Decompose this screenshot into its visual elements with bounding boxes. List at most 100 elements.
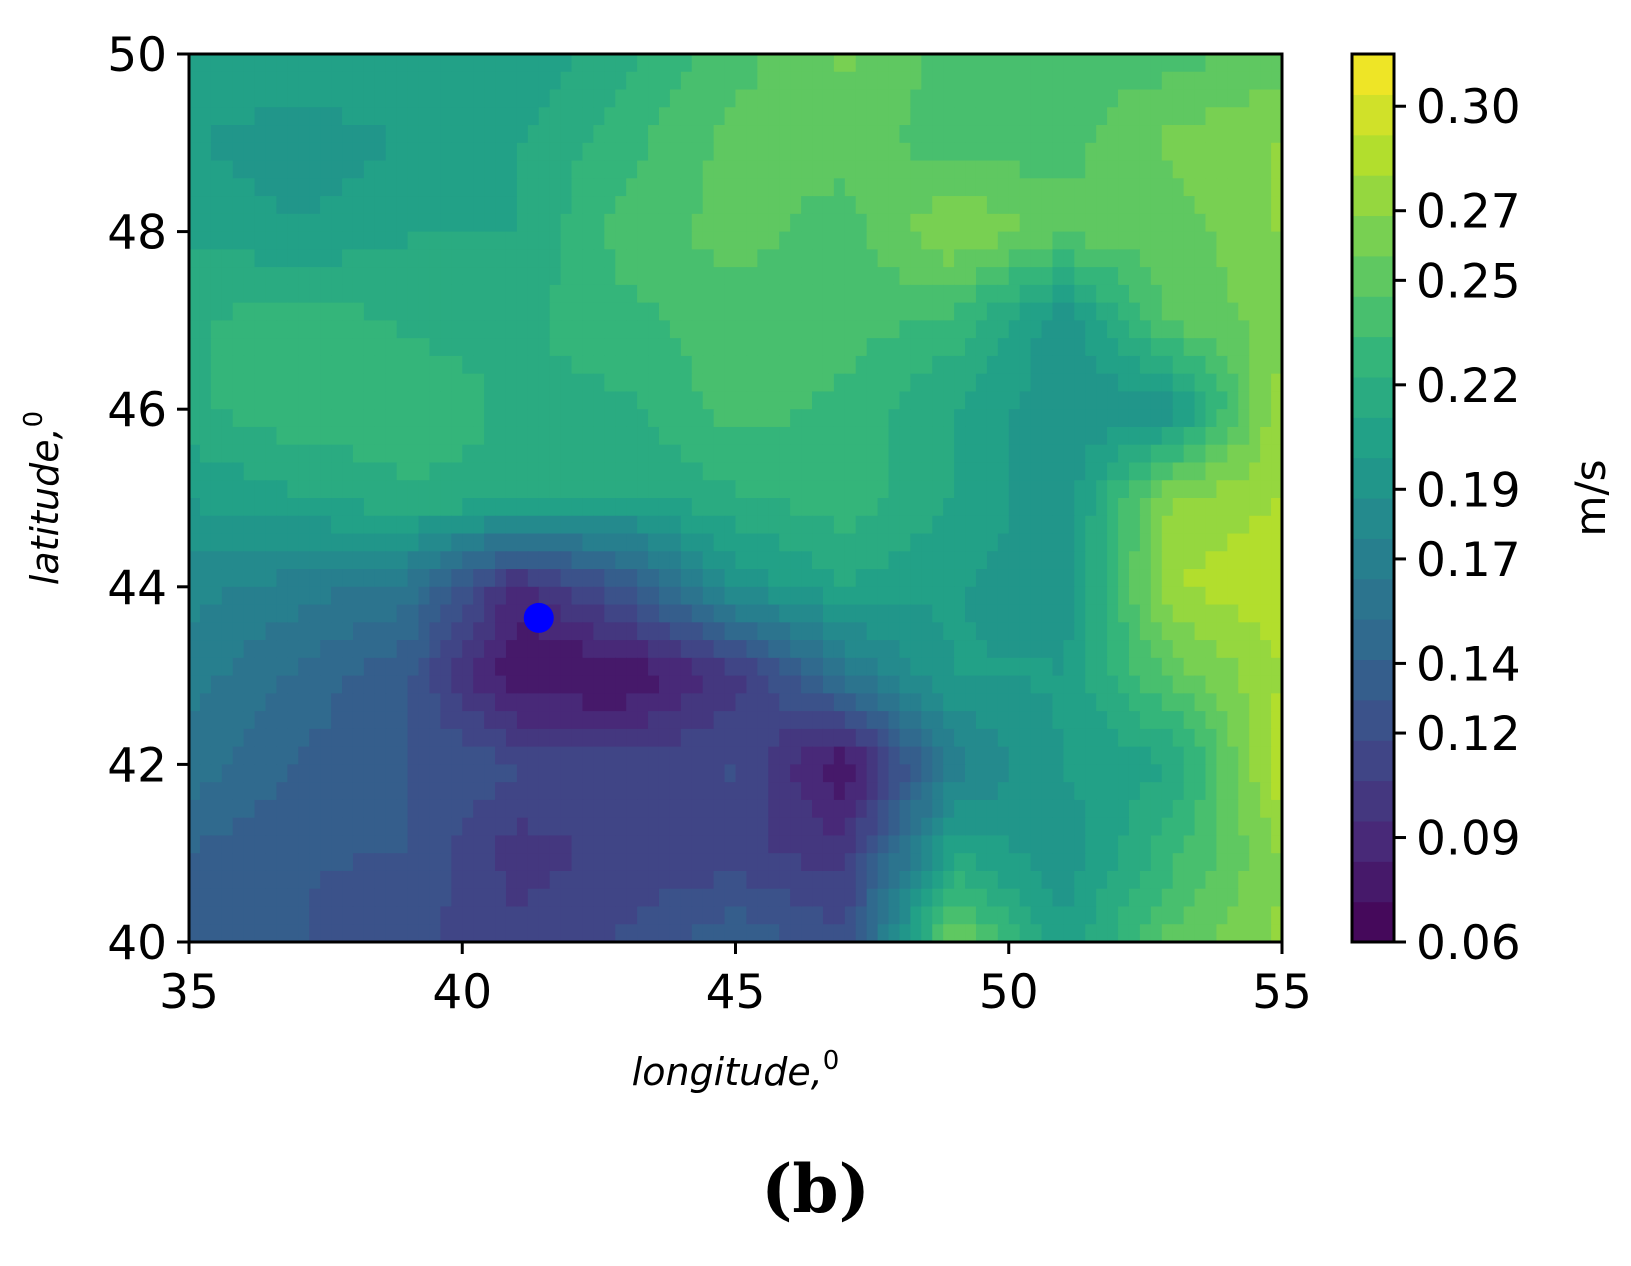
contour-cell (1161, 267, 1174, 286)
contour-cell (932, 604, 944, 623)
contour-cell (407, 835, 420, 854)
contour-cell (363, 267, 376, 286)
contour-cell (877, 799, 890, 819)
contour-cell (658, 373, 671, 393)
contour-cell (396, 835, 409, 854)
contour-cell (888, 409, 901, 428)
contour-cell (309, 231, 321, 250)
contour-cell (484, 284, 496, 304)
contour-cell (724, 284, 737, 304)
contour-cell (199, 142, 212, 162)
contour-cell (746, 906, 758, 925)
contour-cell (1030, 320, 1043, 339)
contour-cell (309, 107, 321, 126)
contour-cell (986, 906, 999, 925)
contour-cell (1052, 213, 1064, 233)
contour-cell (637, 888, 649, 908)
contour-cell (975, 586, 988, 606)
contour-cell (429, 355, 441, 375)
contour-cell (538, 498, 551, 517)
contour-cell (1085, 54, 1097, 73)
contour-cell (1019, 71, 1032, 91)
contour-cell (604, 586, 616, 606)
contour-cell (352, 320, 365, 339)
contour-cell (1161, 125, 1174, 144)
contour-cell (975, 782, 988, 801)
contour-cell (462, 870, 474, 890)
contour-cell (1183, 622, 1196, 641)
contour-cell (921, 515, 933, 535)
contour-cell (1249, 835, 1261, 854)
contour-cell (429, 391, 441, 410)
contour-cell (276, 711, 288, 730)
contour-cell (309, 870, 321, 890)
contour-cell (352, 213, 365, 233)
contour-cell (757, 71, 769, 91)
contour-cell (757, 604, 769, 623)
contour-cell (342, 302, 354, 321)
contour-cell (1194, 213, 1207, 233)
contour-cell (549, 338, 562, 357)
contour-cell (210, 569, 223, 588)
contour-cell (1139, 515, 1152, 535)
contour-cell (713, 604, 726, 623)
contour-cell (1052, 728, 1064, 748)
contour-cell (899, 320, 911, 339)
contour-cell (626, 196, 638, 215)
contour-cell (943, 657, 955, 677)
contour-cell (997, 711, 1010, 730)
contour-cell (943, 480, 955, 499)
contour-cell (801, 196, 813, 215)
contour-cell (1227, 178, 1239, 197)
contour-cell (1139, 640, 1152, 659)
contour-cell (844, 355, 857, 375)
contour-cell (440, 444, 452, 464)
contour-cell (593, 160, 605, 179)
contour-cell (910, 249, 922, 268)
contour-cell (484, 391, 496, 410)
contour-cell (210, 604, 223, 623)
contour-cell (1096, 409, 1108, 428)
contour-cell (855, 515, 868, 535)
contour-cell (199, 640, 212, 659)
contour-cell (429, 586, 441, 606)
contour-cell (462, 444, 474, 464)
contour-cell (331, 657, 343, 677)
contour-cell (975, 888, 988, 908)
contour-cell (648, 657, 660, 677)
contour-cell (538, 888, 551, 908)
contour-cell (833, 799, 846, 819)
contour-cell (462, 231, 474, 250)
contour-cell (484, 657, 496, 677)
contour-cell (1107, 586, 1119, 606)
contour-cell (1238, 107, 1250, 126)
contour-cell (243, 640, 256, 659)
contour-cell (1227, 498, 1239, 517)
contour-cell (549, 89, 562, 108)
contour-cell (888, 533, 901, 552)
contour-cell (473, 249, 485, 268)
contour-cell (320, 125, 332, 144)
contour-cell (462, 711, 474, 730)
contour-cell (724, 178, 737, 197)
contour-cell (1139, 675, 1152, 694)
contour-cell (975, 231, 988, 250)
contour-cell (822, 89, 835, 108)
contour-cell (1085, 391, 1097, 410)
contour-cell (680, 231, 693, 250)
contour-cell (1194, 178, 1207, 197)
contour-cell (1107, 728, 1119, 748)
contour-cell (790, 711, 802, 730)
contour-cell (691, 54, 704, 73)
contour-cell (746, 711, 758, 730)
contour-cell (1019, 604, 1032, 623)
contour-cell (986, 391, 999, 410)
contour-cell (768, 799, 780, 819)
contour-cell (396, 604, 409, 623)
contour-cell (560, 533, 573, 552)
contour-cell (549, 54, 562, 73)
contour-cell (768, 373, 780, 393)
contour-cell (232, 551, 245, 570)
contour-cell (1107, 160, 1119, 179)
contour-cell (855, 54, 868, 73)
